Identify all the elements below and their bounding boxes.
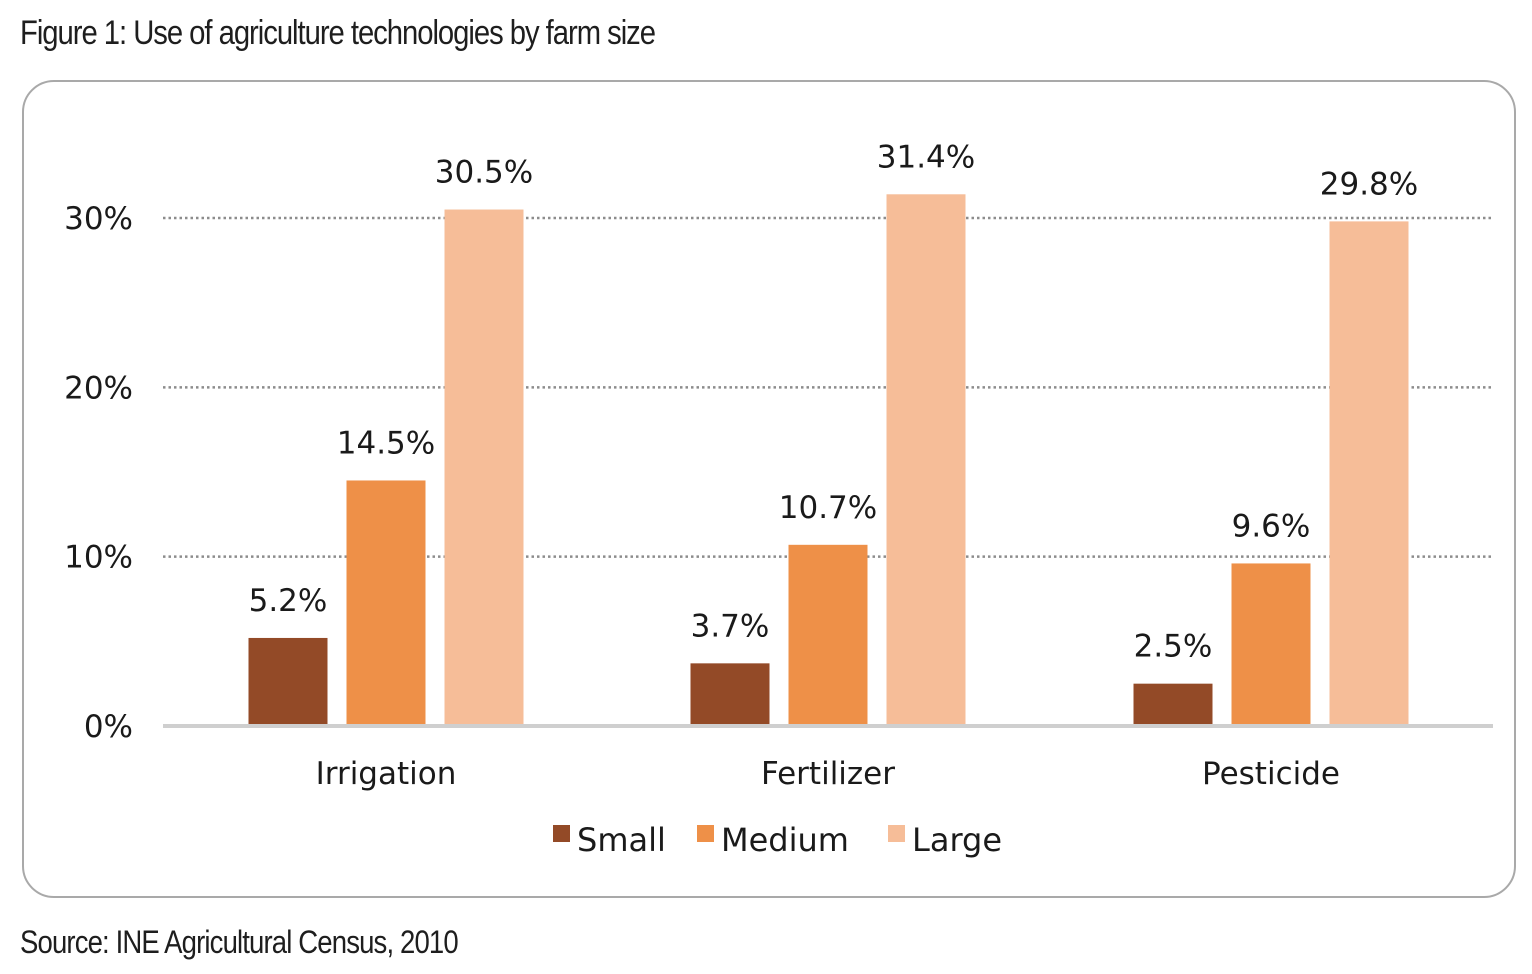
category-label: Fertilizer xyxy=(761,756,895,792)
data-label: 30.5% xyxy=(435,155,533,191)
data-label: 10.7% xyxy=(779,490,877,526)
category-label: Irrigation xyxy=(316,756,457,792)
bar-large-fertilizer xyxy=(886,194,966,726)
y-tick-label: 30% xyxy=(64,201,133,237)
legend-swatch-medium xyxy=(697,825,714,842)
bar-large-irrigation xyxy=(444,209,524,727)
legend: Small Medium Large xyxy=(553,821,1002,859)
bars xyxy=(248,194,1409,727)
bar-small-irrigation xyxy=(248,637,328,726)
y-tick-label: 20% xyxy=(64,370,133,406)
category-labels: Irrigation Fertilizer Pesticide xyxy=(316,756,1340,792)
legend-label-medium: Medium xyxy=(721,821,849,859)
bar-medium-irrigation xyxy=(346,480,426,726)
figure-title: Figure 1: Use of agriculture technologie… xyxy=(20,14,656,52)
legend-label-large: Large xyxy=(912,821,1002,859)
legend-swatch-small xyxy=(553,825,570,842)
category-label: Pesticide xyxy=(1202,756,1340,792)
bar-large-pesticide xyxy=(1329,221,1409,727)
data-label: 29.8% xyxy=(1320,166,1418,202)
y-tick-label: 10% xyxy=(64,540,133,576)
data-labels: 5.2% 14.5% 30.5% 3.7% 10.7% 31.4% 2.5% 9.6% 29.8… xyxy=(249,139,1419,664)
legend-swatch-large xyxy=(888,825,905,842)
bar-medium-pesticide xyxy=(1231,563,1311,726)
y-tick-label: 0% xyxy=(84,709,133,745)
bar-small-pesticide xyxy=(1133,683,1213,726)
data-label: 9.6% xyxy=(1232,508,1311,544)
bar-medium-fertilizer xyxy=(788,544,868,726)
data-label: 14.5% xyxy=(337,425,435,461)
y-axis-ticks: 0% 10% 20% 30% xyxy=(64,201,133,745)
data-label: 5.2% xyxy=(249,583,328,619)
data-label: 2.5% xyxy=(1134,629,1213,665)
data-label: 3.7% xyxy=(691,608,770,644)
source-note: Source: INE Agricultural Census, 2010 xyxy=(20,924,459,960)
bar-small-fertilizer xyxy=(690,663,770,726)
legend-label-small: Small xyxy=(577,821,666,859)
data-label: 31.4% xyxy=(877,139,975,175)
chart-frame xyxy=(22,80,1516,898)
